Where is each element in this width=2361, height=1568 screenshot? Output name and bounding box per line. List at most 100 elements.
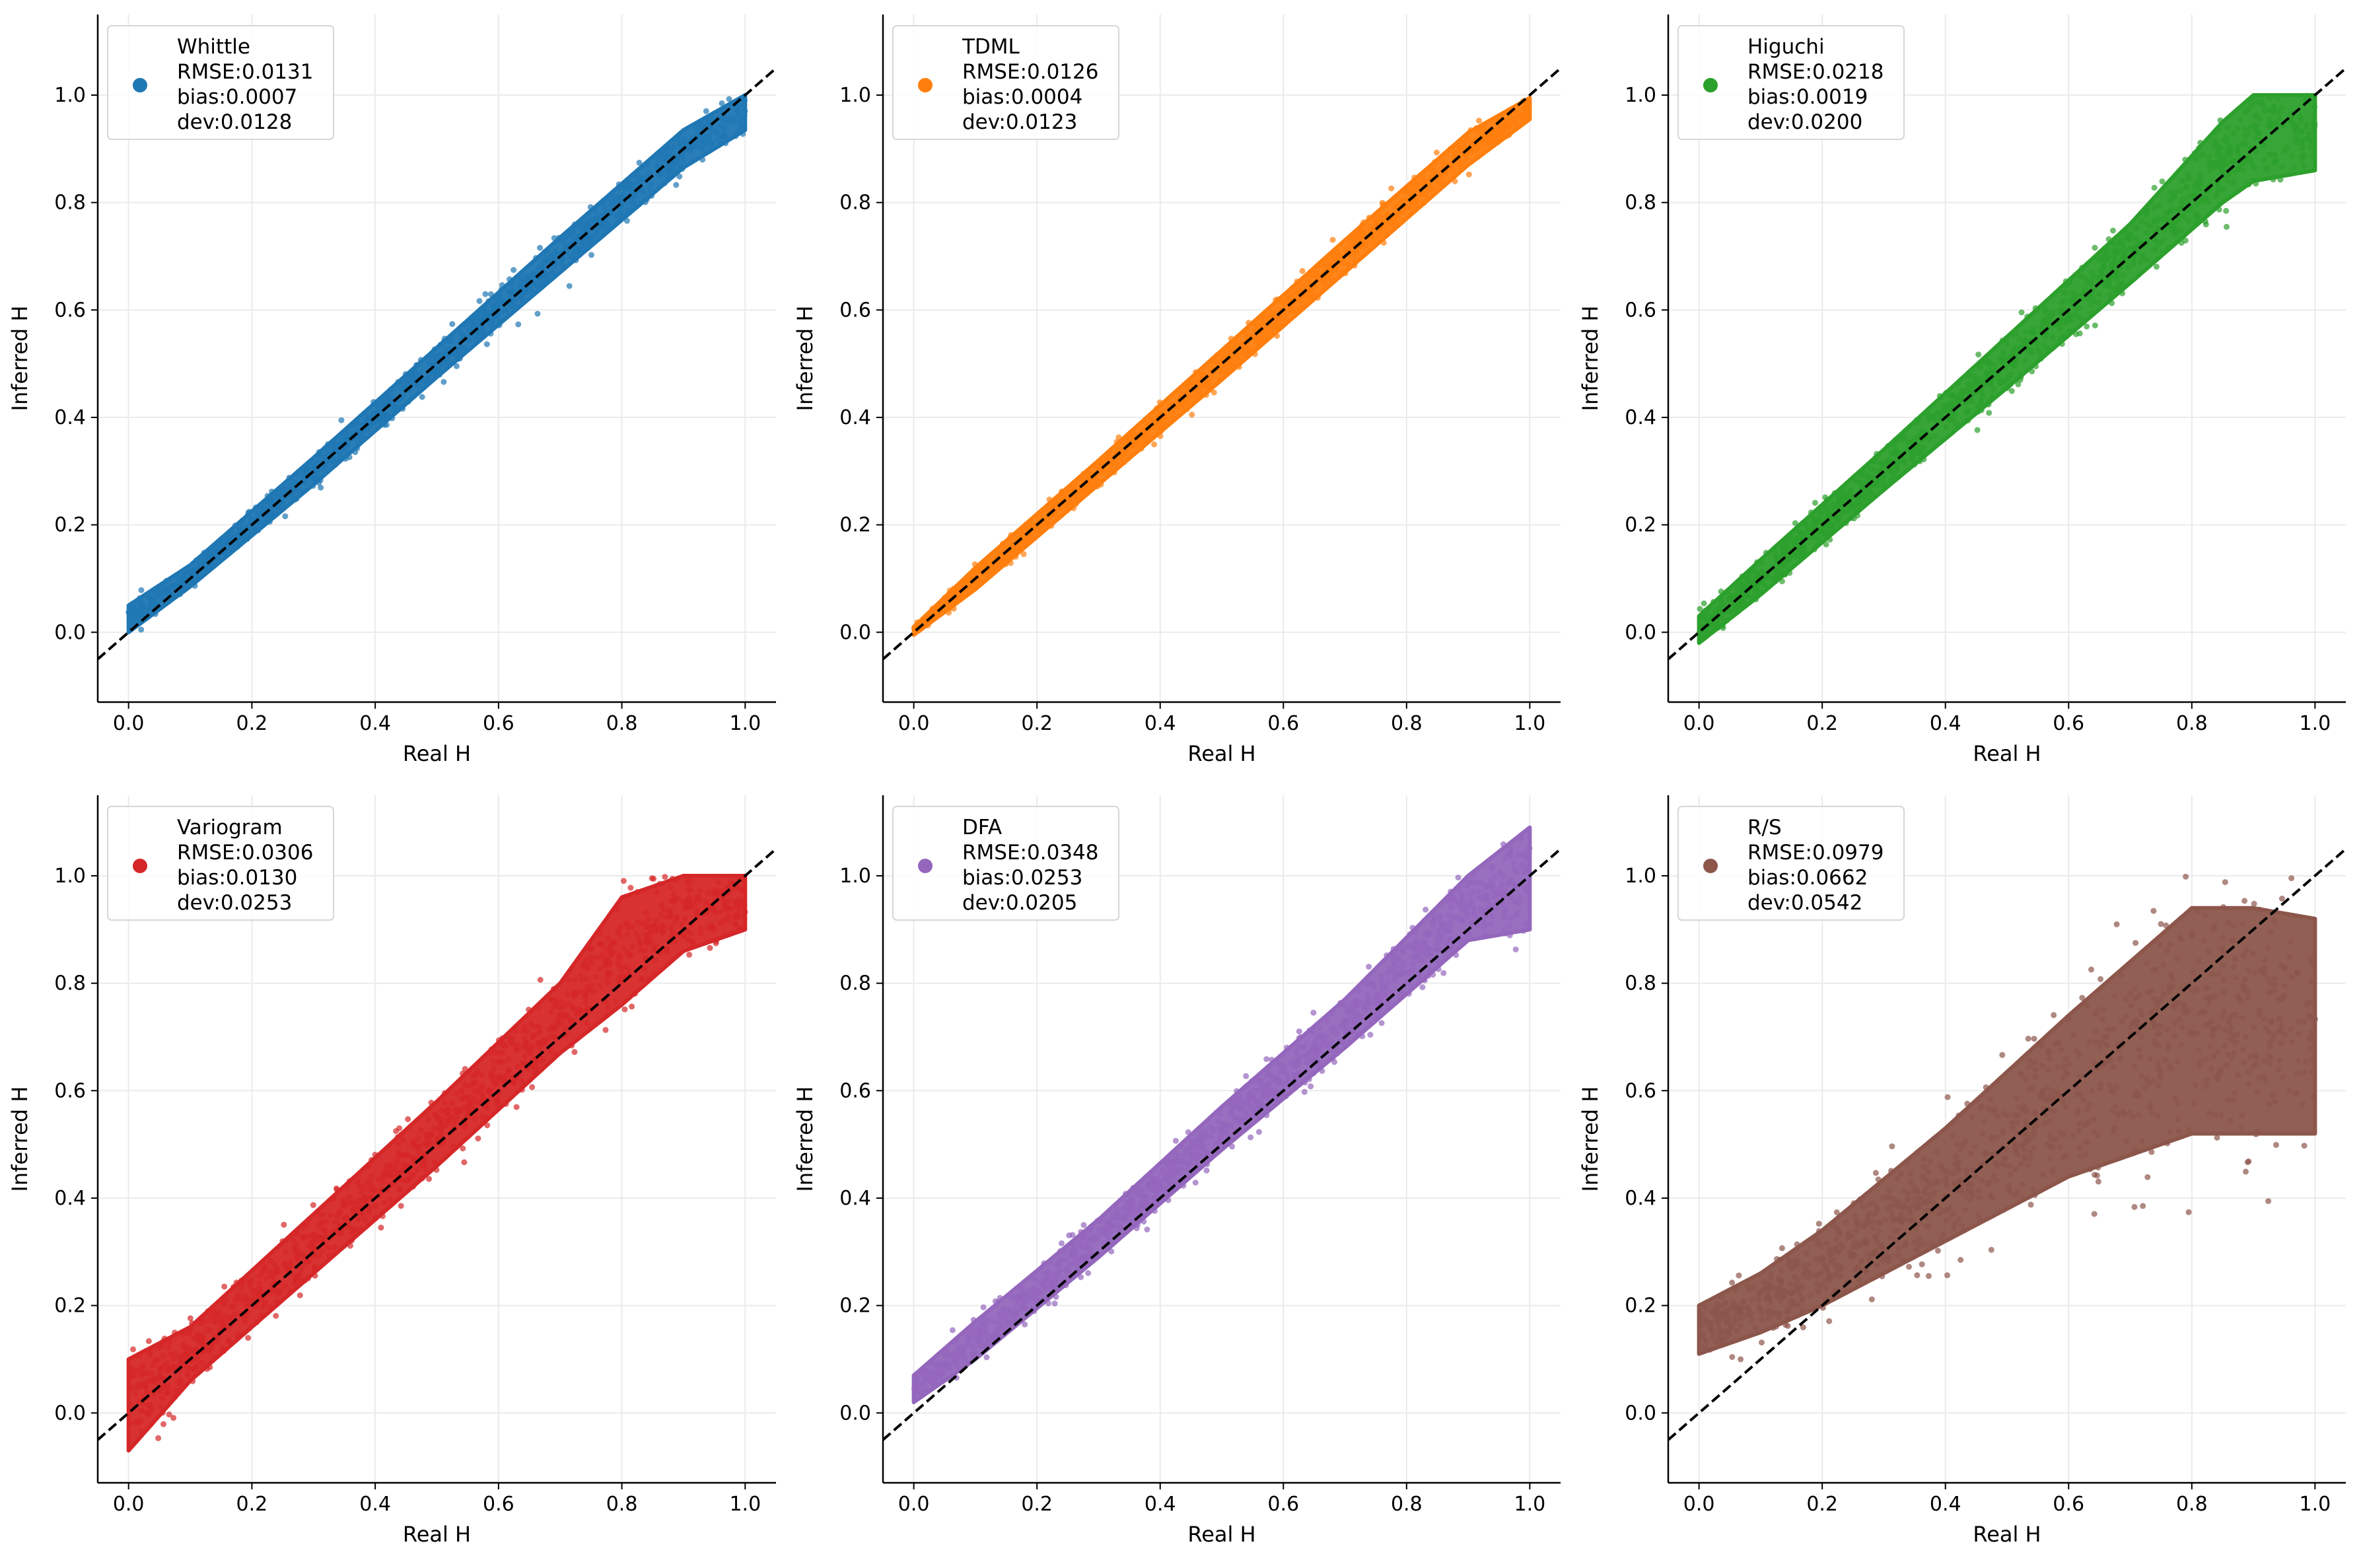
scatter-point — [1985, 402, 1992, 408]
scatter-point — [1100, 469, 1107, 476]
x-tick-label: 1.0 — [729, 712, 761, 735]
scatter-point — [548, 996, 555, 1003]
scatter-point — [1738, 602, 1745, 609]
scatter-point — [1455, 149, 1462, 156]
scatter-point — [1826, 511, 1832, 518]
scatter-point — [1880, 474, 1887, 481]
scatter-point — [433, 1166, 440, 1173]
scatter-point — [196, 1320, 203, 1326]
scatter-point — [215, 542, 221, 549]
scatter-point — [1755, 571, 1761, 577]
scatter-point — [1185, 380, 1191, 386]
scatter-point — [1453, 952, 1460, 958]
scatter-point — [2041, 308, 2048, 314]
scatter-point — [476, 298, 483, 304]
scatter-point — [310, 460, 316, 467]
scatter-point — [578, 988, 584, 994]
scatter-point — [2004, 374, 2010, 380]
scatter-point — [1131, 431, 1138, 438]
scatter-point — [477, 1086, 484, 1092]
scatter-point — [1783, 536, 1790, 543]
scatter-point — [440, 378, 447, 385]
scatter-point — [622, 186, 629, 192]
scatter-point — [2284, 143, 2290, 150]
scatter-point — [194, 1336, 200, 1342]
scatter-point — [1519, 862, 1526, 869]
scatter-point — [1524, 100, 1531, 106]
scatter-points — [126, 873, 748, 1453]
scatter-point — [411, 1156, 417, 1162]
scatter-point — [234, 532, 240, 539]
scatter-point — [686, 951, 693, 958]
scatter-point — [1319, 1068, 1325, 1074]
scatter-point — [535, 1040, 542, 1046]
scatter-point — [582, 1000, 589, 1007]
scatter-point — [1502, 855, 1508, 861]
scatter-point — [157, 1404, 164, 1410]
scatter-point — [1367, 1032, 1374, 1038]
scatter-point — [592, 207, 598, 214]
scatter-point — [515, 321, 522, 328]
scatter-point — [2141, 255, 2148, 262]
scatter-point — [1928, 415, 1934, 421]
scatter-point — [1420, 176, 1426, 182]
y-tick-label: 1.0 — [839, 84, 871, 107]
scatter-point — [2299, 139, 2306, 145]
x-tick-label: 0.4 — [359, 712, 391, 735]
scatter-point — [667, 898, 674, 904]
scatter-point — [160, 1382, 167, 1389]
scatter-point — [272, 1262, 279, 1268]
scatter-point — [740, 131, 746, 137]
scatter-point — [508, 303, 514, 310]
scatter-point — [1106, 468, 1111, 474]
scatter-point — [297, 1292, 303, 1299]
scatter-point — [2193, 210, 2199, 217]
scatter-point — [232, 1311, 238, 1318]
scatter-point — [445, 361, 452, 367]
scatter-point — [2088, 302, 2094, 308]
scatter-point — [1421, 199, 1427, 206]
scatter-point — [2258, 98, 2265, 105]
scatter-point — [605, 196, 612, 202]
scatter-point — [605, 1004, 612, 1011]
scatter-point — [623, 920, 630, 927]
scatter-point — [1894, 466, 1901, 472]
scatter-point — [575, 246, 581, 252]
x-tick-label: 0.4 — [1145, 712, 1176, 735]
scatter-point — [1861, 492, 1868, 499]
scatter-point — [347, 423, 354, 429]
scatter-point — [1051, 1301, 1058, 1306]
scatter-point — [2022, 337, 2028, 343]
scatter-point — [566, 283, 573, 289]
scatter-point — [304, 1275, 311, 1282]
scatter-point — [728, 116, 734, 123]
scatter-point — [466, 1107, 473, 1114]
scatter-point — [404, 379, 410, 386]
scatter-point — [451, 1118, 458, 1125]
scatter-point — [535, 1023, 542, 1030]
scatter-point — [472, 1071, 479, 1077]
scatter-point — [1409, 966, 1415, 973]
scatter-point — [439, 1123, 445, 1129]
scatter-point — [527, 1050, 534, 1057]
scatter-point — [462, 321, 469, 328]
scatter-point — [552, 1051, 559, 1058]
scatter-point — [1810, 519, 1816, 525]
scatter-point — [2261, 156, 2267, 162]
scatter-point — [529, 1084, 536, 1090]
legend-stat-line: dev:0.0200 — [1747, 110, 1862, 134]
scatter-point — [316, 458, 323, 464]
scatter-point — [155, 1435, 162, 1441]
scatter-point — [390, 1166, 397, 1173]
scatter-point — [2245, 106, 2251, 112]
scatter-point — [1963, 408, 1969, 415]
scatter-point — [1073, 501, 1079, 507]
scatter-point — [290, 1237, 297, 1244]
scatter-point — [1315, 269, 1321, 275]
scatter-point — [547, 1048, 554, 1055]
scatter-point — [352, 422, 359, 429]
scatter-point — [541, 1040, 547, 1047]
scatter-point — [2151, 204, 2158, 211]
scatter-point — [1465, 171, 1472, 178]
scatter-point — [1977, 364, 1983, 370]
